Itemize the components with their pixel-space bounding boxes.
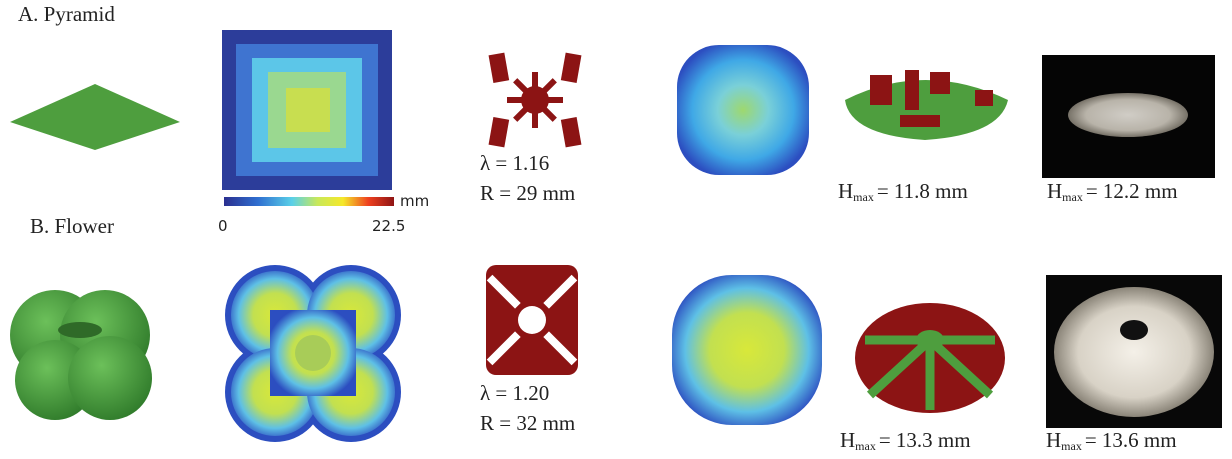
colorbar-max: 22.5 <box>372 217 405 235</box>
colorbar <box>224 197 394 206</box>
panel-label: B. Flower <box>30 214 114 238</box>
pyramid-heatmap <box>222 30 392 190</box>
panel-label: A. Pyramid <box>18 2 115 26</box>
simulation-height: Hmax= 11.8 mm <box>838 179 968 204</box>
flower-dome <box>855 303 1005 413</box>
flower-photo-object <box>1054 287 1214 417</box>
simulation-height: Hmax= 13.3 mm <box>840 428 971 453</box>
experiment-height: Hmax= 12.2 mm <box>1047 179 1178 204</box>
colorbar-min: 0 <box>218 217 228 235</box>
colorbar-unit: mm <box>400 192 429 210</box>
pyramid-simulation <box>677 45 809 175</box>
pyramid-pattern <box>489 53 582 148</box>
flower-pattern <box>486 265 578 375</box>
flower-simulation <box>672 275 822 425</box>
pyramid-photo-object <box>1068 93 1188 137</box>
flower-shape <box>10 290 152 420</box>
parameter: R = 29 mm <box>480 181 575 205</box>
flower-heatmap <box>225 265 401 442</box>
flower-photo-hole <box>1120 320 1148 340</box>
parameter: λ = 1.16 <box>480 151 549 175</box>
experiment-height: Hmax= 13.6 mm <box>1046 428 1177 453</box>
parameter: λ = 1.20 <box>480 381 549 405</box>
parameter: R = 32 mm <box>480 411 575 435</box>
pyramid-dome <box>845 70 1008 140</box>
pyramid-shape <box>10 84 180 150</box>
figure: A. Pyramid mm 0 22.5 λ = 1.16 R = 29 mm … <box>0 0 1232 459</box>
